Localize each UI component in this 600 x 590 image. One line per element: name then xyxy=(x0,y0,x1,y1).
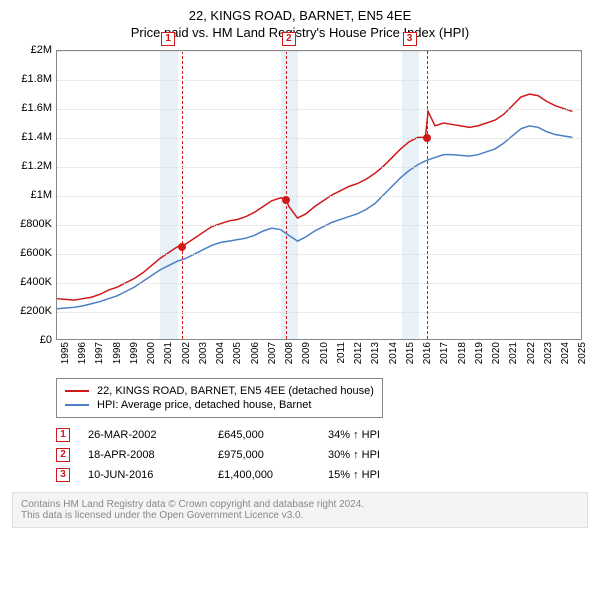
x-tick-label: 2006 xyxy=(250,342,261,364)
x-tick-label: 2018 xyxy=(457,342,468,364)
x-tick-label: 2001 xyxy=(163,342,174,364)
y-tick-label: £200K xyxy=(20,305,52,317)
event-number-box: 1 xyxy=(56,428,70,442)
legend: 22, KINGS ROAD, BARNET, EN5 4EE (detache… xyxy=(56,378,383,418)
x-tick-label: 2011 xyxy=(336,342,347,364)
chart-svg xyxy=(57,51,581,339)
event-number-box: 2 xyxy=(56,448,70,462)
event-date: 18-APR-2008 xyxy=(88,449,218,461)
x-tick-label: 1997 xyxy=(94,342,105,364)
y-tick-label: £1.8M xyxy=(21,73,52,85)
x-tick-label: 2007 xyxy=(267,342,278,364)
footer-line: Contains HM Land Registry data © Crown c… xyxy=(21,499,579,510)
x-axis-labels: 1995 1996 1997 1998 1999 2000 2001 2002 2003 2004… xyxy=(56,342,582,376)
x-tick-label: 2024 xyxy=(560,342,571,364)
x-tick-label: 2010 xyxy=(319,342,330,364)
event-date: 10-JUN-2016 xyxy=(88,469,218,481)
event-pct: 15% ↑ HPI xyxy=(328,469,428,481)
x-tick-label: 2023 xyxy=(543,342,554,364)
series-price_paid xyxy=(57,94,572,300)
x-tick-label: 2009 xyxy=(301,342,312,364)
event-row: 2 18-APR-2008£975,00030% ↑ HPI xyxy=(56,448,588,462)
title-line-2: Price paid vs. HM Land Registry's House … xyxy=(12,25,588,40)
event-price: £1,400,000 xyxy=(218,469,328,481)
y-tick-label: £1M xyxy=(31,189,52,201)
x-tick-label: 2014 xyxy=(388,342,399,364)
x-tick-label: 2020 xyxy=(491,342,502,364)
event-marker: 3 xyxy=(403,32,417,46)
x-tick-label: 1998 xyxy=(112,342,123,364)
chart-title-block: 22, KINGS ROAD, BARNET, EN5 4EE Price pa… xyxy=(12,8,588,40)
legend-label: 22, KINGS ROAD, BARNET, EN5 4EE (detache… xyxy=(97,385,374,397)
x-tick-label: 2016 xyxy=(422,342,433,364)
y-tick-label: £600K xyxy=(20,247,52,259)
x-tick-label: 2025 xyxy=(577,342,588,364)
y-tick-label: £1.6M xyxy=(21,102,52,114)
x-tick-label: 2002 xyxy=(181,342,192,364)
y-tick-label: £1.4M xyxy=(21,131,52,143)
x-tick-label: 2003 xyxy=(198,342,209,364)
legend-swatch xyxy=(65,390,89,392)
y-tick-label: £1.2M xyxy=(21,160,52,172)
x-tick-label: 1995 xyxy=(60,342,71,364)
title-line-1: 22, KINGS ROAD, BARNET, EN5 4EE xyxy=(12,8,588,23)
sale-dot xyxy=(178,243,186,251)
event-row: 1 26-MAR-2002£645,00034% ↑ HPI xyxy=(56,428,588,442)
x-tick-label: 2013 xyxy=(370,342,381,364)
x-tick-label: 1999 xyxy=(129,342,140,364)
events-table: 1 26-MAR-2002£645,00034% ↑ HPI 2 18-APR-200… xyxy=(56,428,588,482)
x-tick-label: 2008 xyxy=(284,342,295,364)
sale-dot xyxy=(423,134,431,142)
event-price: £975,000 xyxy=(218,449,328,461)
y-axis-labels: £0£200K£400K£600K£800K£1M£1.2M£1.4M£1.6M… xyxy=(12,50,54,340)
chart-area: £0 £200K £400K £600K £800K £1M £1.2M £1.4M £1.6M… xyxy=(12,46,588,376)
legend-item: HPI: Average price, detached house, Barn… xyxy=(65,399,374,411)
event-marker: 2 xyxy=(282,32,296,46)
x-tick-label: 2021 xyxy=(508,342,519,364)
series-hpi xyxy=(57,126,572,309)
footer-line: This data is licensed under the Open Gov… xyxy=(21,510,579,521)
event-date: 26-MAR-2002 xyxy=(88,429,218,441)
footer-attribution: Contains HM Land Registry data © Crown c… xyxy=(12,492,588,528)
event-marker: 1 xyxy=(161,32,175,46)
y-tick-label: £0 xyxy=(40,334,52,346)
x-tick-label: 2004 xyxy=(215,342,226,364)
x-tick-label: 1996 xyxy=(77,342,88,364)
x-tick-label: 2017 xyxy=(439,342,450,364)
y-tick-label: £2M xyxy=(31,44,52,56)
legend-swatch xyxy=(65,404,89,406)
x-tick-label: 2005 xyxy=(232,342,243,364)
y-tick-label: £400K xyxy=(20,276,52,288)
y-tick-label: £800K xyxy=(20,218,52,230)
event-pct: 30% ↑ HPI xyxy=(328,449,428,461)
sale-dot xyxy=(282,196,290,204)
x-tick-label: 2000 xyxy=(146,342,157,364)
event-row: 3 10-JUN-2016£1,400,00015% ↑ HPI xyxy=(56,468,588,482)
event-number-box: 3 xyxy=(56,468,70,482)
x-tick-label: 2015 xyxy=(405,342,416,364)
legend-item: 22, KINGS ROAD, BARNET, EN5 4EE (detache… xyxy=(65,385,374,397)
x-tick-label: 2022 xyxy=(526,342,537,364)
event-price: £645,000 xyxy=(218,429,328,441)
event-pct: 34% ↑ HPI xyxy=(328,429,428,441)
legend-label: HPI: Average price, detached house, Barn… xyxy=(97,399,311,411)
plot-region xyxy=(56,50,582,340)
x-tick-label: 2019 xyxy=(474,342,485,364)
x-tick-label: 2012 xyxy=(353,342,364,364)
